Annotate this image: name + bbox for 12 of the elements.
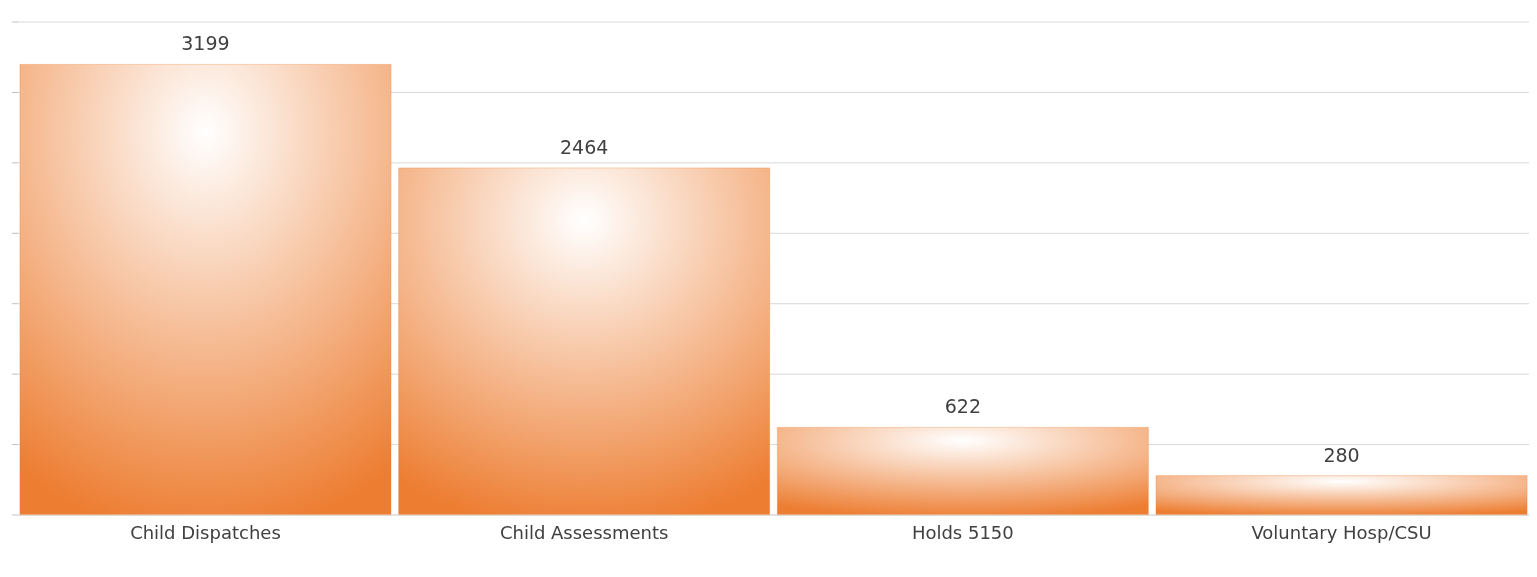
data-label: 3199 (181, 32, 230, 55)
bar (1155, 475, 1528, 516)
bar (398, 167, 771, 516)
x-tick-label: Holds 5150 (911, 522, 1014, 543)
x-tick-label: Voluntary Hosp/CSU (1251, 522, 1432, 543)
bar (776, 426, 1149, 516)
bar (19, 63, 392, 516)
data-label: 622 (944, 395, 981, 418)
x-tick-label: Child Dispatches (130, 522, 281, 543)
data-label: 2464 (559, 135, 609, 158)
data-label: 280 (1323, 443, 1360, 466)
x-tick-label: Child Assessments (499, 522, 669, 543)
